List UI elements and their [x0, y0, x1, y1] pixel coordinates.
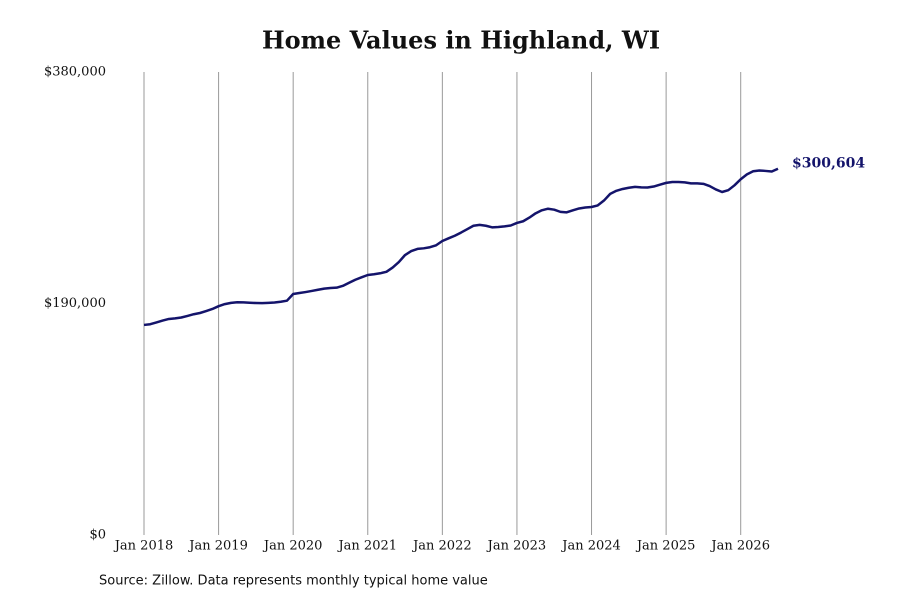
y-tick-label: $0: [89, 528, 106, 543]
line: [143, 167, 779, 327]
x-tick-label: Jan 2026: [709, 539, 770, 554]
x-tick-label: Jan 2025: [635, 539, 696, 554]
x-tick-label: Jan 2022: [411, 539, 472, 554]
x-tick-label: Jan 2021: [336, 539, 397, 554]
x-tick-label: Jan 2024: [560, 539, 621, 554]
source-note: Source: Zillow. Data represents monthly …: [99, 574, 488, 589]
x-tick-label: Jan 2020: [262, 539, 323, 554]
chart-title: Home Values in Highland, WI: [262, 26, 660, 55]
x-tick-label: Jan 2018: [113, 539, 174, 554]
y-tick-label: $380,000: [44, 65, 106, 80]
value-label: $300,604: [792, 156, 865, 172]
x-tick-label: Jan 2019: [187, 539, 248, 554]
x-tick-label: Jan 2023: [486, 539, 547, 554]
y-tick-label: $190,000: [44, 296, 106, 311]
